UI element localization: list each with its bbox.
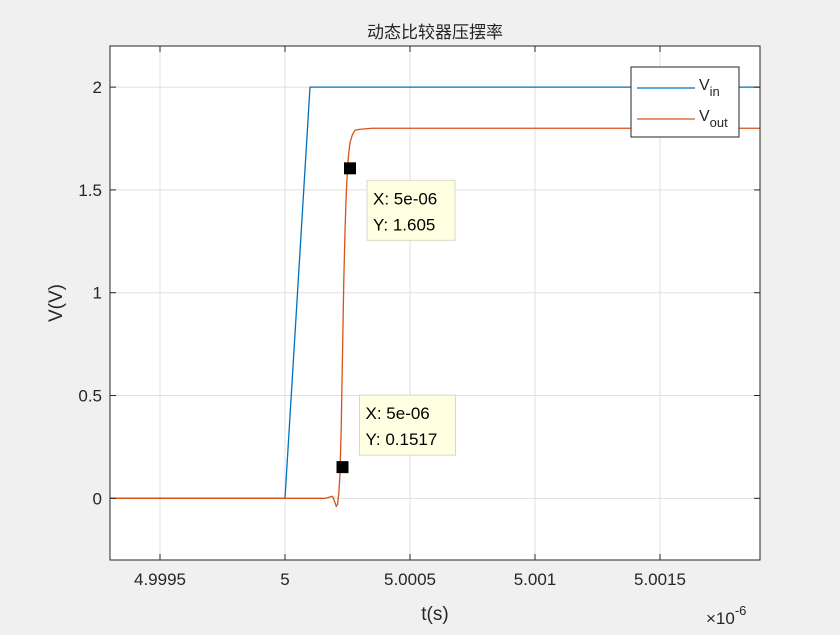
datatip-box bbox=[359, 394, 456, 456]
x-tick-label: 5 bbox=[280, 570, 289, 589]
axes-box bbox=[109, 45, 761, 561]
y-axis-label: V(V) bbox=[46, 284, 67, 322]
x-tick-label: 5.0005 bbox=[384, 570, 436, 589]
y-tick-label: 1.5 bbox=[78, 181, 102, 200]
x-axis-label: t(s) bbox=[421, 604, 448, 625]
chart-title: 动态比较器压摆率 bbox=[367, 23, 503, 43]
x-tick-label: 5.001 bbox=[514, 570, 557, 589]
x-tick-label: 5.0015 bbox=[634, 570, 686, 589]
series-line-vout bbox=[110, 127, 760, 508]
y-tick-label: 0.5 bbox=[78, 387, 102, 406]
legend-entry-label: Vout bbox=[699, 108, 728, 130]
x-tick-label: 4.9995 bbox=[134, 570, 186, 589]
legend-entry-sub: in bbox=[710, 84, 720, 99]
legend-box bbox=[630, 66, 740, 138]
x-exponent-power: -6 bbox=[735, 603, 747, 618]
datatip-x-text: X: 5e-06 bbox=[373, 189, 437, 208]
datatip-box bbox=[366, 179, 456, 241]
datatip-x-text: X: 5e-06 bbox=[366, 404, 430, 423]
series-lines bbox=[110, 86, 760, 508]
datatips[interactable]: X: 5e-06 Y: 1.605 X: 5e-06 Y: 0.1517 bbox=[336, 162, 456, 474]
x-exponent-label: ×10-6 bbox=[706, 603, 746, 628]
legend-entry-main: V bbox=[699, 77, 710, 94]
legend-entry-sub: out bbox=[710, 115, 728, 130]
y-tick-label: 0 bbox=[93, 489, 102, 508]
y-tick-label: 2 bbox=[93, 78, 102, 97]
datatip-y-text: Y: 0.1517 bbox=[366, 430, 438, 449]
datatip-y-text: Y: 1.605 bbox=[373, 215, 435, 234]
y-tick-label: 1 bbox=[93, 284, 102, 303]
legend-entry-label: Vin bbox=[699, 77, 720, 99]
datatip-marker[interactable] bbox=[344, 162, 356, 175]
datatip[interactable]: X: 5e-06 Y: 1.605 bbox=[344, 162, 456, 241]
legend-entry-main: V bbox=[699, 108, 710, 125]
x-exponent-base: ×10 bbox=[706, 609, 735, 628]
datatip[interactable]: X: 5e-06 Y: 0.1517 bbox=[336, 394, 456, 474]
datatip-marker[interactable] bbox=[336, 461, 349, 474]
axis-ticks: 4.9995 5 5.0005 5.001 5.0015 0 0.5 1 1.5 2 bbox=[78, 46, 760, 589]
